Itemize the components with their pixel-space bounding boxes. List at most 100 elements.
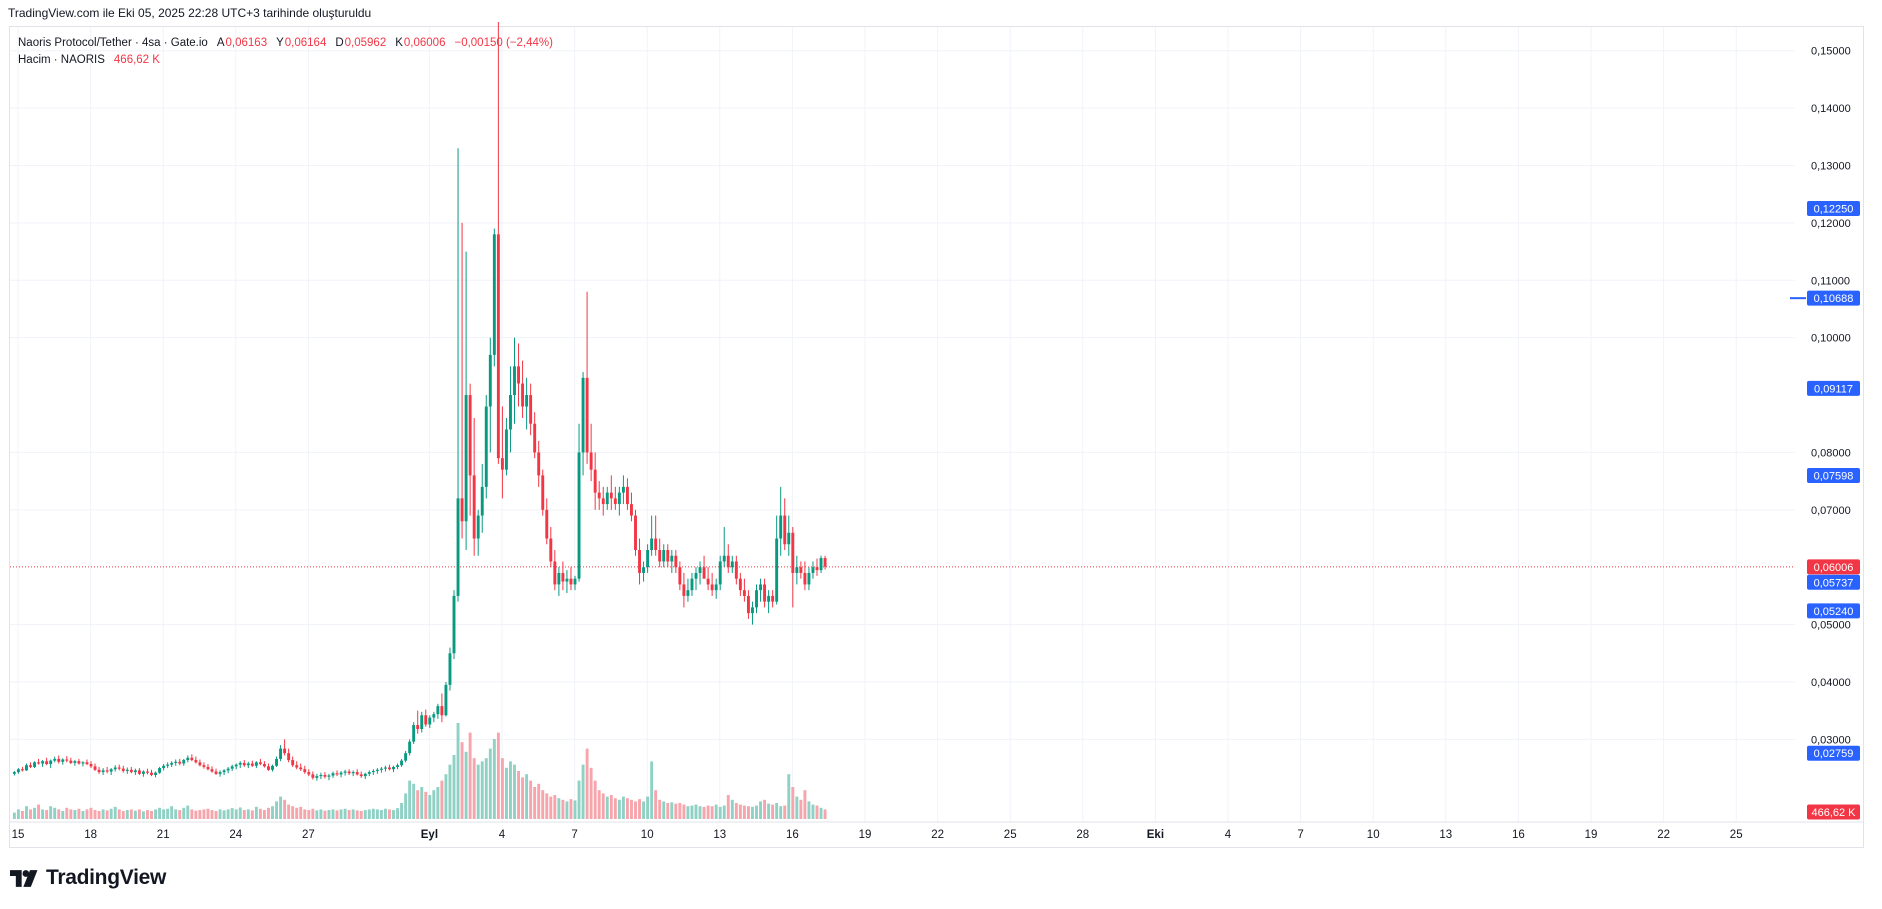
candle-body — [230, 766, 234, 769]
volume-bar — [97, 811, 101, 819]
time-tick-label: 4 — [1225, 829, 1232, 841]
price-axis-badge-label: 466,62 K — [1811, 807, 1856, 819]
candle-body — [400, 760, 404, 766]
candle-body — [424, 715, 428, 725]
volume-bar — [577, 780, 581, 819]
symbol-legend-row[interactable]: Naoris Protocol/Tether · 4sa · Gate.io A… — [18, 35, 553, 52]
candle-body — [162, 765, 166, 769]
chart-frame[interactable] — [9, 26, 1864, 848]
candle-body — [666, 550, 670, 562]
candle-body — [343, 771, 347, 773]
candle-body — [682, 584, 686, 596]
volume-bar — [759, 801, 762, 819]
volume-bar — [41, 809, 45, 819]
volume-bar — [271, 806, 274, 819]
volume-bar — [702, 806, 706, 819]
candle-body — [347, 771, 351, 774]
candle-body — [12, 772, 16, 774]
price-tick-label: 0,04000 — [1811, 677, 1851, 689]
volume-bar — [613, 798, 617, 819]
candle-body — [307, 772, 311, 775]
volume-bar — [529, 780, 533, 819]
volume-bar — [162, 809, 166, 819]
candle-body — [125, 769, 129, 771]
time-tick-label: 13 — [713, 829, 726, 841]
volume-bar — [484, 758, 488, 819]
volume-bar — [133, 810, 137, 819]
candle-body — [775, 538, 779, 602]
volume-bar — [650, 761, 654, 819]
volume-bar — [101, 809, 105, 819]
time-tick-label: Eyl — [421, 829, 438, 841]
volume-bar — [492, 739, 496, 819]
candle-body — [609, 492, 613, 499]
volume-legend-row[interactable]: Hacim · NAORIS 466,62 K — [18, 52, 553, 69]
volume-bar — [597, 790, 601, 819]
volume-bar — [545, 793, 549, 819]
tradingview-logo-icon — [10, 869, 38, 887]
price-tick-label: 0,10000 — [1811, 333, 1851, 345]
candle-body — [146, 771, 149, 773]
candle-body — [569, 578, 573, 585]
candle-body — [137, 770, 141, 774]
volume-bar — [109, 808, 113, 819]
low-label: D — [335, 37, 344, 49]
candle-body — [315, 776, 319, 778]
price-tick-label: 0,03000 — [1811, 734, 1851, 746]
price-axis-badge — [1807, 468, 1860, 484]
price-chart[interactable]: 0,03000 0,04000 0,05000 0,07000 0,08000 0,100… — [0, 0, 1882, 860]
candle-body — [726, 555, 730, 568]
close-label: K — [395, 37, 403, 49]
candle-body — [412, 725, 416, 742]
symbol-name[interactable]: Naoris Protocol/Tether · 4sa · Gate.io — [18, 37, 208, 49]
volume-bar — [581, 764, 585, 819]
candle-body — [799, 567, 803, 573]
close-value: 0,06006 — [403, 37, 446, 49]
volume-bar — [242, 810, 246, 819]
volume-bar — [16, 809, 20, 819]
volume-bar — [682, 804, 686, 819]
volume-bar — [666, 803, 670, 819]
time-tick-label: 24 — [229, 829, 242, 841]
volume-bar — [73, 810, 77, 819]
volume-bar — [500, 758, 504, 819]
candle-body — [807, 572, 811, 585]
volume-bar — [166, 808, 170, 819]
candle-body — [513, 366, 516, 396]
candle-body — [105, 770, 109, 772]
volume-bar — [226, 809, 230, 819]
volume-bar — [738, 804, 742, 819]
volume-bar — [186, 805, 190, 819]
candle-body — [464, 395, 468, 522]
volume-bar — [795, 796, 799, 819]
candle-body — [742, 590, 746, 596]
candle-body — [20, 769, 24, 771]
time-tick-label: 18 — [84, 829, 97, 841]
candle-body — [194, 760, 198, 763]
volume-bar — [609, 795, 613, 819]
volume-bar — [141, 811, 145, 819]
price-tick-label: 0,08000 — [1811, 447, 1851, 459]
candle-body — [327, 775, 331, 777]
time-tick-label: 16 — [1512, 829, 1525, 841]
volume-bar — [400, 803, 404, 819]
candle-body — [460, 498, 464, 522]
price-tick-label: 0,14000 — [1811, 103, 1851, 115]
volume-bar — [763, 799, 767, 819]
candle-body — [323, 774, 327, 777]
volume-bar — [448, 764, 452, 819]
volume-bar — [190, 809, 194, 819]
volume-bar — [658, 799, 662, 819]
candle-body — [504, 429, 508, 470]
candle-body — [613, 498, 617, 505]
volume-bar — [678, 803, 682, 819]
volume-bar — [150, 811, 153, 819]
volume-bar — [549, 796, 553, 819]
volume-bar — [194, 810, 198, 819]
volume-bar — [267, 807, 270, 819]
candle-body — [529, 395, 533, 424]
candle-body — [694, 572, 698, 579]
tradingview-logo[interactable]: TradingView — [10, 866, 166, 890]
volume-bar — [25, 806, 28, 819]
candle-body — [61, 759, 65, 762]
